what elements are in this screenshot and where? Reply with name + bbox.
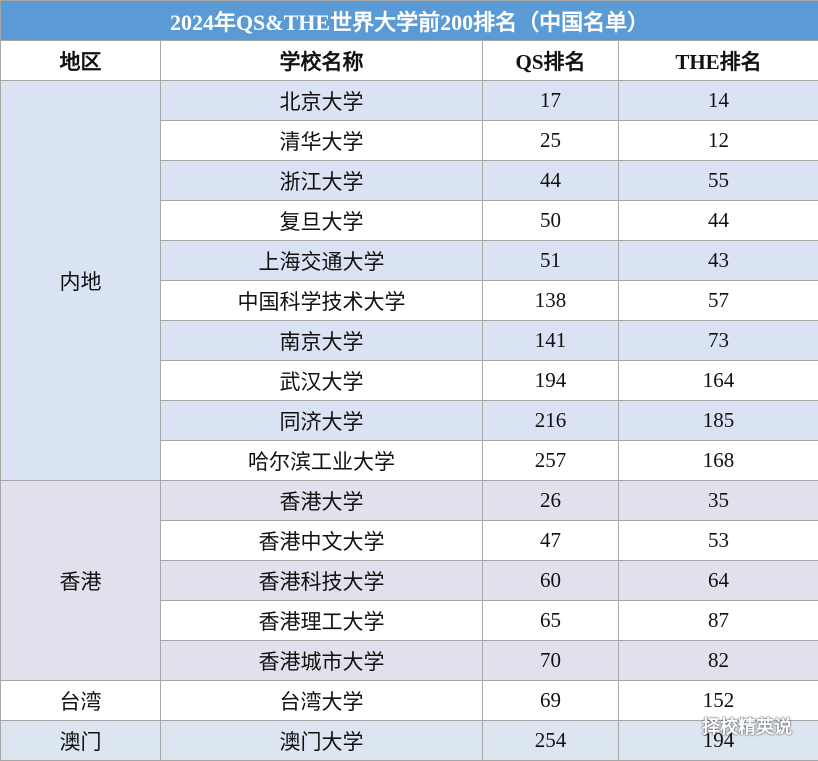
qs-rank-cell: 50 (482, 200, 619, 241)
school-cell: 北京大学 (160, 80, 483, 121)
header-cell: 地区 (0, 40, 161, 81)
qs-rank-cell: 65 (482, 600, 619, 641)
table-row: 同济大学 216 185 (1, 400, 818, 441)
the-rank-cell: 168 (617, 440, 818, 481)
header-cell: 学校名称 (160, 40, 483, 81)
region-cell: 内地 (0, 80, 161, 481)
qs-rank-cell: 17 (482, 80, 619, 121)
the-rank-cell: 43 (617, 240, 818, 281)
school-cell: 上海交通大学 (160, 240, 483, 281)
table-row: 台湾 台湾大学 69 152 (0, 680, 818, 721)
table-row: 复旦大学 50 44 (1, 200, 818, 241)
school-cell: 香港大学 (160, 480, 483, 521)
the-rank-cell: 57 (617, 280, 818, 321)
region-cell: 澳门 (0, 720, 161, 761)
qs-rank-cell: 257 (482, 440, 619, 481)
region-cell: 香港 (0, 480, 161, 681)
qs-rank-cell: 70 (482, 640, 619, 681)
table-row: 香港中文大学 47 53 (1, 520, 818, 561)
the-rank-cell: 53 (617, 520, 818, 561)
the-rank-cell: 44 (617, 200, 818, 241)
the-rank-cell: 82 (617, 640, 818, 681)
school-cell: 浙江大学 (160, 160, 483, 201)
school-cell: 武汉大学 (160, 360, 483, 401)
table-title: 2024年QS&THE世界大学前200排名（中国名单） (0, 0, 818, 41)
table-row: 清华大学 25 12 (1, 120, 818, 161)
table-row: 内地 北京大学 17 14 (0, 80, 818, 481)
table-row: 香港科技大学 60 64 (1, 560, 818, 601)
school-cell: 台湾大学 (160, 680, 483, 721)
qs-rank-cell: 69 (482, 680, 619, 721)
table-row: 浙江大学 44 55 (1, 160, 818, 201)
the-rank-cell: 152 (617, 680, 818, 721)
the-rank-cell: 55 (617, 160, 818, 201)
the-rank-cell: 164 (617, 360, 818, 401)
region-cell: 台湾 (0, 680, 161, 721)
qs-rank-cell: 194 (482, 360, 619, 401)
qs-rank-cell: 51 (482, 240, 619, 281)
qs-rank-cell: 60 (482, 560, 619, 601)
the-rank-cell: 73 (617, 320, 818, 361)
table-row: 中国科学技术大学 138 57 (1, 280, 818, 321)
header-cell: THE排名 (617, 40, 818, 81)
the-rank-cell: 35 (617, 480, 818, 521)
qs-rank-cell: 26 (482, 480, 619, 521)
table-row: 哈尔滨工业大学 257 168 (1, 440, 818, 481)
table-row: 武汉大学 194 164 (1, 360, 818, 401)
the-rank-cell: 87 (617, 600, 818, 641)
school-cell: 清华大学 (160, 120, 483, 161)
school-cell: 香港城市大学 (160, 640, 483, 681)
table-row: 南京大学 141 73 (1, 320, 818, 361)
school-cell: 南京大学 (160, 320, 483, 361)
school-cell: 香港科技大学 (160, 560, 483, 601)
the-rank-cell: 14 (617, 80, 818, 121)
table-row: 香港理工大学 65 87 (1, 600, 818, 641)
school-cell: 同济大学 (160, 400, 483, 441)
school-cell: 中国科学技术大学 (160, 280, 483, 321)
qs-rank-cell: 216 (482, 400, 619, 441)
qs-rank-cell: 254 (482, 720, 619, 761)
the-rank-cell: 12 (617, 120, 818, 161)
watermark: 择校精英说 (702, 717, 792, 738)
the-rank-cell: 64 (617, 560, 818, 601)
the-rank-cell: 185 (617, 400, 818, 441)
table-row: 香港 香港大学 26 35 (0, 480, 818, 681)
table-row: 上海交通大学 51 43 (1, 240, 818, 281)
header-cell: QS排名 (482, 40, 619, 81)
qs-rank-cell: 25 (482, 120, 619, 161)
school-cell: 复旦大学 (160, 200, 483, 241)
qs-rank-cell: 44 (482, 160, 619, 201)
school-cell: 哈尔滨工业大学 (160, 440, 483, 481)
table-row: 澳门 澳门大学 254 194 (0, 720, 818, 761)
qs-rank-cell: 141 (482, 320, 619, 361)
school-cell: 香港中文大学 (160, 520, 483, 561)
school-cell: 香港理工大学 (160, 600, 483, 641)
qs-rank-cell: 138 (482, 280, 619, 321)
table-row: 香港城市大学 70 82 (1, 640, 818, 681)
school-cell: 澳门大学 (160, 720, 483, 761)
qs-rank-cell: 47 (482, 520, 619, 561)
the-rank-cell: 194 (617, 720, 818, 761)
